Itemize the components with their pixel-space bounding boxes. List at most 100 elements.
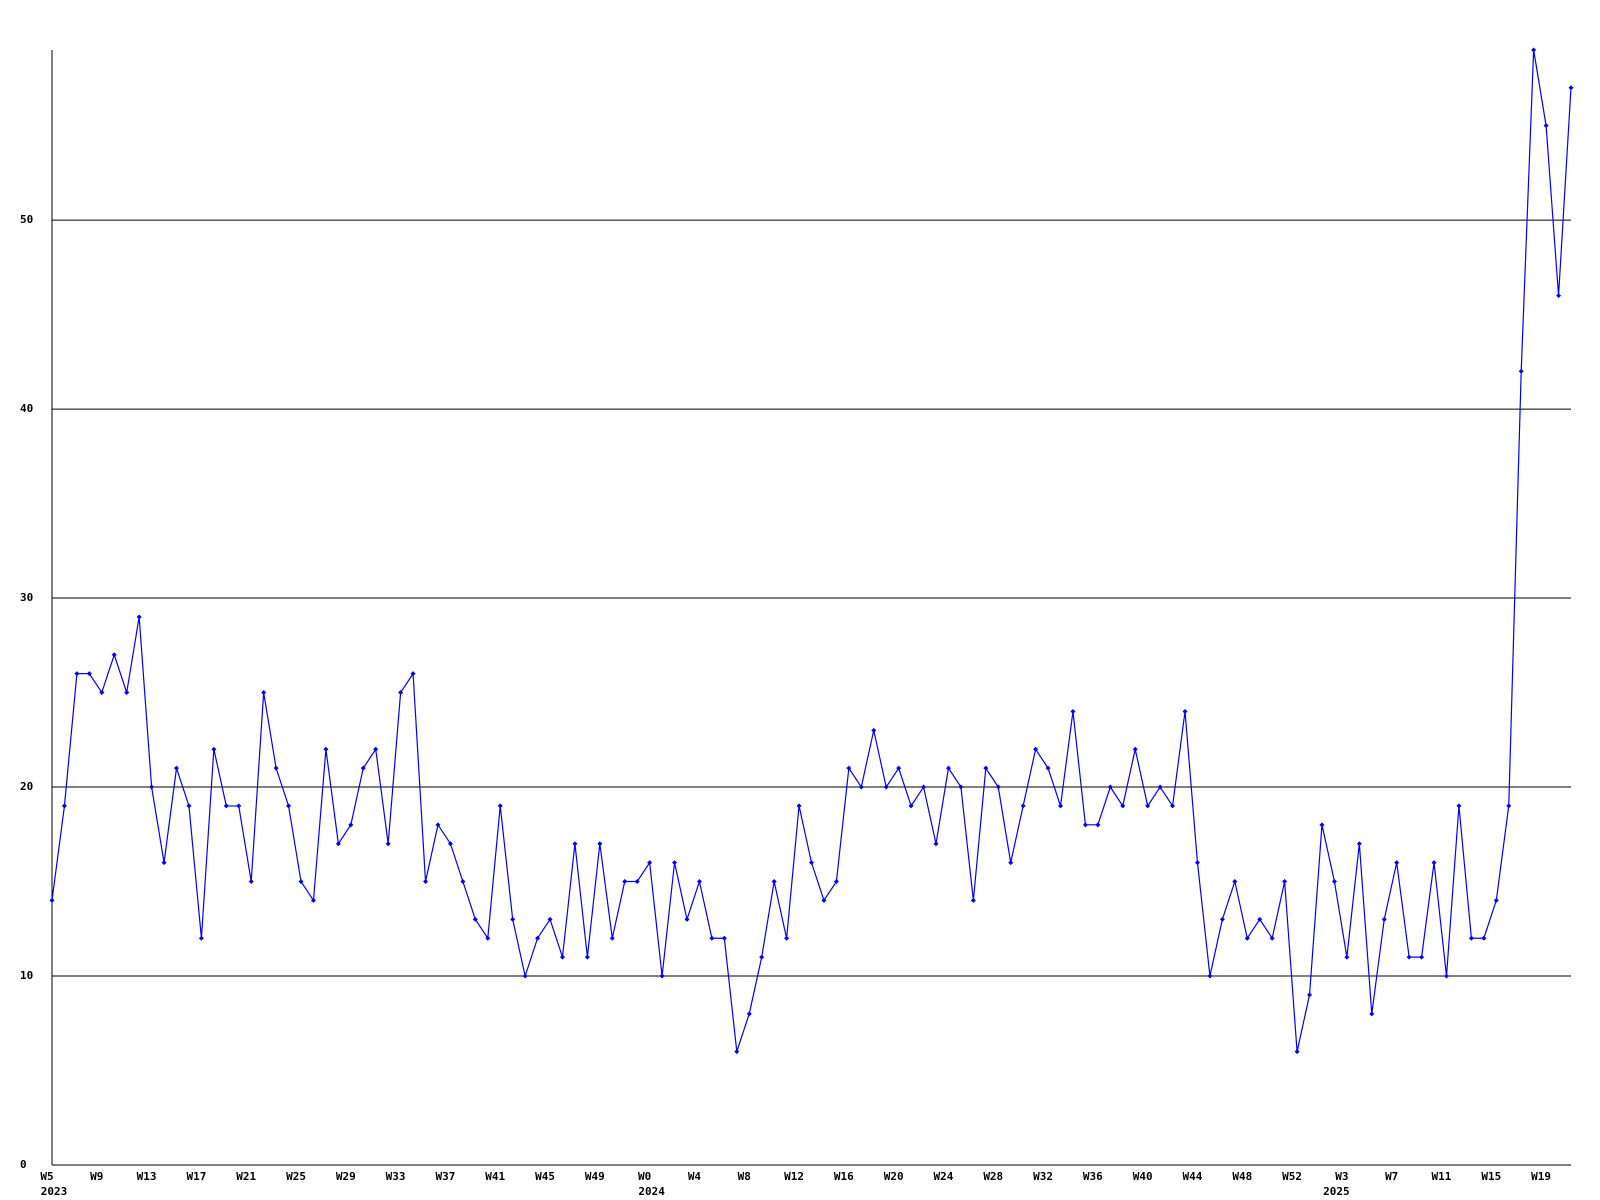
data-point <box>1045 765 1051 771</box>
data-point <box>833 879 839 885</box>
data-point <box>796 803 802 809</box>
x-tick-label: W45 <box>535 1170 555 1183</box>
x-tick-label: W21 <box>236 1170 256 1183</box>
data-point <box>759 954 765 960</box>
data-point <box>1331 879 1337 885</box>
x-tick-label: W15 <box>1481 1170 1501 1183</box>
data-point <box>784 935 790 941</box>
data-point <box>1443 973 1449 979</box>
x-tick-label: W8 <box>738 1170 751 1183</box>
data-point <box>497 803 503 809</box>
data-point <box>1419 954 1425 960</box>
data-point <box>373 746 379 752</box>
data-point <box>323 746 329 752</box>
data-point <box>1157 784 1163 790</box>
data-point <box>1369 1011 1375 1017</box>
x-group-label: 2024 <box>638 1185 665 1198</box>
data-point <box>348 822 354 828</box>
data-point <box>149 784 155 790</box>
data-point <box>410 671 416 677</box>
data-point <box>547 916 553 922</box>
data-point <box>1568 85 1574 91</box>
data-point <box>49 897 55 903</box>
data-point <box>1307 992 1313 998</box>
data-point <box>945 765 951 771</box>
x-tick-label: W3 <box>1335 1170 1348 1183</box>
x-tick-label: W24 <box>934 1170 954 1183</box>
x-tick-label: W0 <box>638 1170 651 1183</box>
data-point <box>983 765 989 771</box>
data-point <box>1145 803 1151 809</box>
x-tick-label: W29 <box>336 1170 356 1183</box>
data-point <box>522 973 528 979</box>
data-point <box>622 879 628 885</box>
data-point <box>99 690 105 696</box>
x-tick-label: W5 <box>40 1170 53 1183</box>
x-tick-label: W9 <box>90 1170 103 1183</box>
x-tick-label: W7 <box>1385 1170 1398 1183</box>
data-point <box>1070 708 1076 714</box>
data-point <box>721 935 727 941</box>
x-tick-label: W20 <box>884 1170 904 1183</box>
data-point <box>1518 368 1524 374</box>
data-point <box>1232 879 1238 885</box>
data-point <box>510 916 516 922</box>
y-tick-label: 40 <box>20 402 33 415</box>
x-tick-label: W52 <box>1282 1170 1302 1183</box>
data-point <box>310 897 316 903</box>
data-point <box>609 935 615 941</box>
data-point <box>1182 708 1188 714</box>
data-point <box>74 671 80 677</box>
data-point <box>908 803 914 809</box>
data-point <box>111 652 117 658</box>
data-point <box>696 879 702 885</box>
x-group-label: 2023 <box>41 1185 68 1198</box>
data-point <box>1219 916 1225 922</box>
data-point <box>535 935 541 941</box>
data-point <box>1456 803 1462 809</box>
y-tick-label: 10 <box>20 969 33 982</box>
data-point <box>809 860 814 866</box>
data-point <box>61 803 67 809</box>
data-point <box>684 916 690 922</box>
data-point <box>86 671 92 677</box>
data-point <box>1095 822 1101 828</box>
data-point <box>198 935 204 941</box>
data-point <box>1556 293 1562 299</box>
data-point <box>734 1049 740 1055</box>
data-point <box>435 822 441 828</box>
data-point <box>335 841 341 847</box>
data-point <box>746 1011 752 1017</box>
data-point <box>124 690 130 696</box>
data-point <box>1381 916 1387 922</box>
data-point <box>1543 123 1549 129</box>
data-point <box>423 879 429 885</box>
data-point <box>1481 935 1487 941</box>
data-point <box>273 765 279 771</box>
data-point <box>211 746 217 752</box>
data-point <box>1082 822 1088 828</box>
data-point <box>1170 803 1176 809</box>
data-point <box>1107 784 1113 790</box>
data-point <box>360 765 366 771</box>
x-tick-label: W36 <box>1083 1170 1103 1183</box>
x-tick-label: W37 <box>435 1170 455 1183</box>
data-point <box>821 897 827 903</box>
y-tick-label: 50 <box>20 213 33 226</box>
data-point <box>970 897 976 903</box>
data-point <box>236 803 242 809</box>
x-tick-label: W48 <box>1232 1170 1252 1183</box>
x-tick-label: W16 <box>834 1170 854 1183</box>
data-point <box>634 879 640 885</box>
y-tick-label: 30 <box>20 591 33 604</box>
data-point <box>1269 935 1275 941</box>
x-tick-label: W28 <box>983 1170 1003 1183</box>
data-point <box>286 803 292 809</box>
x-tick-label: W17 <box>186 1170 206 1183</box>
data-point <box>1207 973 1213 979</box>
x-tick-label: W33 <box>386 1170 406 1183</box>
data-point <box>958 784 964 790</box>
data-point <box>161 860 167 866</box>
data-point <box>1244 935 1250 941</box>
x-tick-label: W12 <box>784 1170 804 1183</box>
